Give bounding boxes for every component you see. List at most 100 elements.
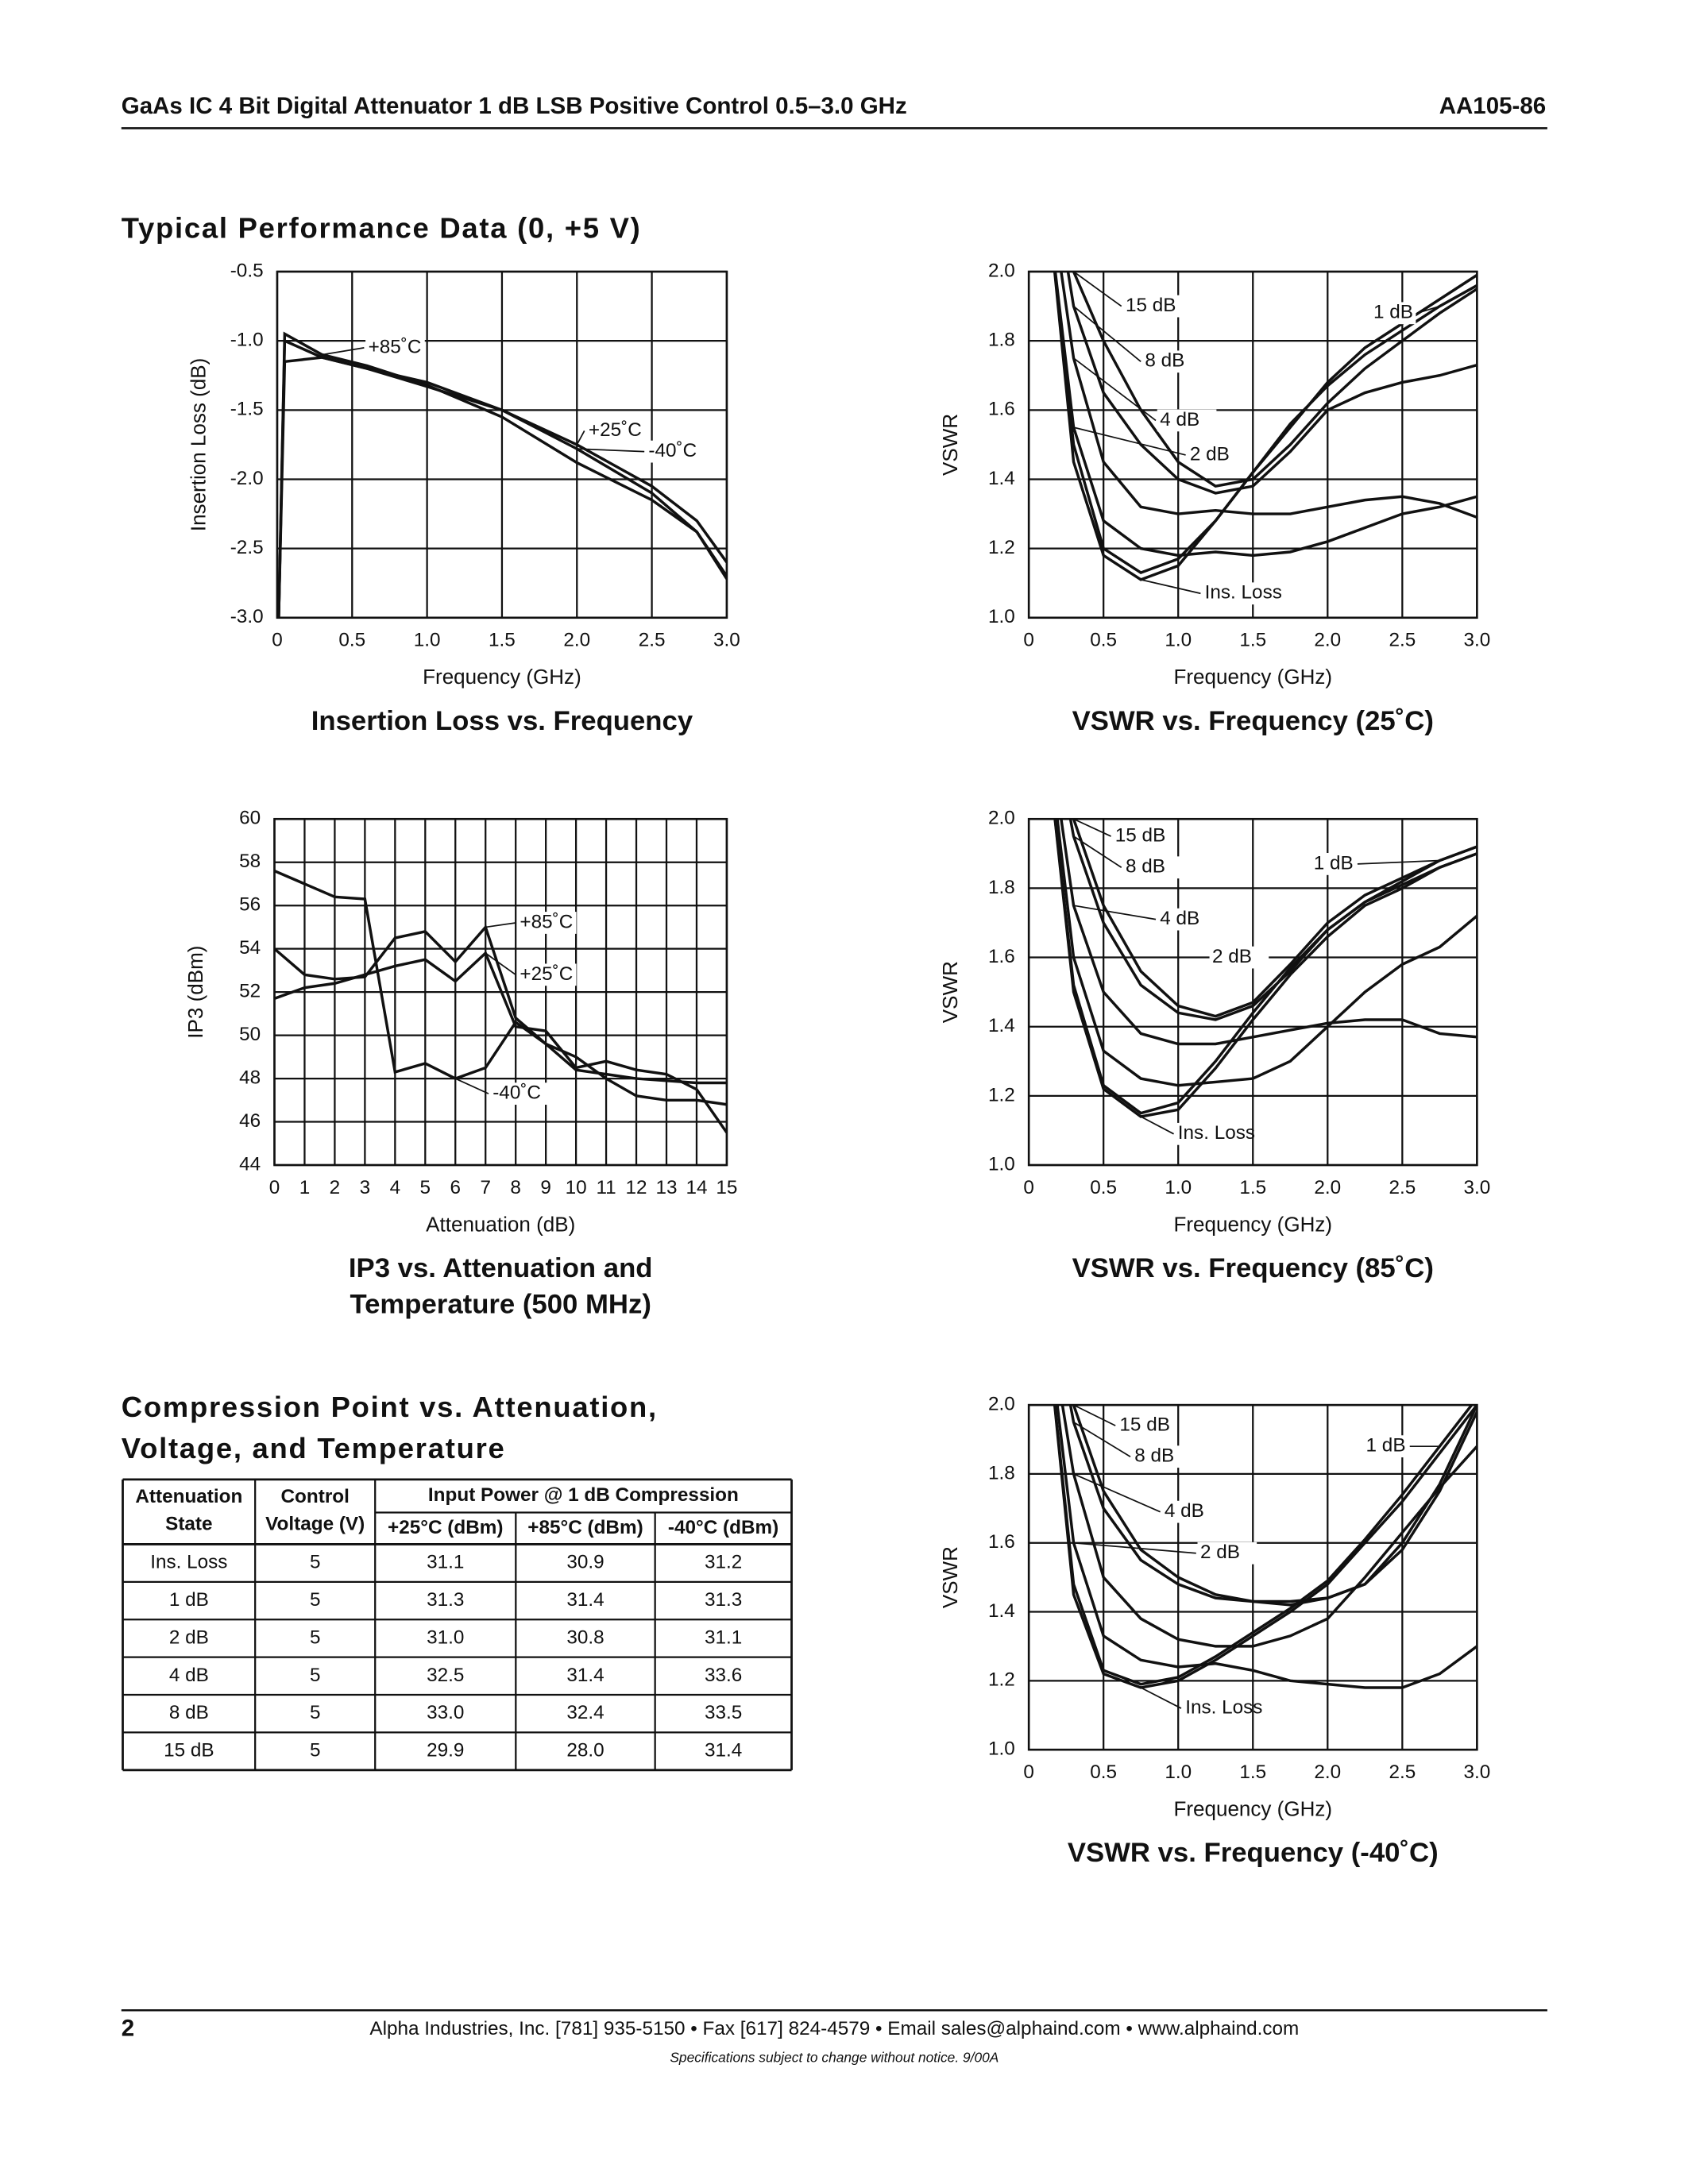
x-tick-label: 13: [655, 1177, 677, 1198]
x-axis-label: Frequency (GHz): [1173, 1796, 1332, 1820]
leader-line: [1073, 1422, 1131, 1457]
x-tick-label: 2: [330, 1177, 341, 1198]
y-tick-label: 1.8: [988, 1462, 1015, 1484]
label-bg: [1349, 1435, 1409, 1458]
series-line: [1072, 272, 1477, 488]
x-tick-label: 14: [686, 1177, 707, 1198]
y-tick-label: 1.2: [988, 1084, 1015, 1106]
y-tick-label: 46: [239, 1110, 261, 1132]
x-tick-label: 1.5: [1239, 1177, 1266, 1198]
column-header: +85°C (dBm): [527, 1517, 643, 1538]
series-label: Ins. Loss: [1178, 1122, 1255, 1144]
series-label: +85˚C: [369, 336, 422, 357]
plot-frame: [1027, 817, 1478, 1167]
leader-line: [1357, 859, 1440, 865]
note: Specifications subject to change without…: [670, 2050, 999, 2066]
y-tick-label: 1.2: [988, 537, 1015, 558]
x-tick-label: 6: [450, 1177, 462, 1198]
table-cell: 33.6: [705, 1665, 742, 1686]
x-tick-label: 1.5: [489, 630, 516, 651]
y-tick-label: 1.4: [988, 1600, 1015, 1622]
table-cell: 2 dB: [169, 1626, 209, 1648]
y-tick-label: 58: [239, 851, 261, 872]
x-tick-label: 2.5: [1389, 630, 1416, 651]
y-axis-label: Insertion Loss (dB): [187, 358, 211, 531]
x-tick-label: 0.5: [1090, 1177, 1117, 1198]
label-bg: [1356, 302, 1416, 325]
y-tick-label: 1.0: [988, 1153, 1015, 1175]
y-tick-label: 1.8: [988, 330, 1015, 351]
x-tick-label: 2.5: [1389, 1177, 1416, 1198]
table-cell: 29.9: [427, 1740, 464, 1761]
plot-frame: [1027, 1403, 1478, 1751]
y-tick-label: 54: [239, 937, 261, 959]
table-cell: 33.5: [705, 1702, 742, 1723]
label-bg: [1187, 444, 1247, 466]
x-tick-label: 0.5: [1090, 1761, 1117, 1783]
y-tick-label: 1.4: [988, 468, 1015, 489]
series-line: [1053, 1405, 1477, 1689]
table-cell: 5: [310, 1552, 321, 1573]
table-cell: 30.9: [566, 1552, 604, 1573]
page-number: 2: [122, 2015, 134, 2041]
leader-line: [1073, 835, 1122, 868]
y-tick-label: -3.0: [230, 606, 264, 627]
series-line: [277, 331, 727, 618]
series-label: 15 dB: [1126, 295, 1176, 316]
x-axis-label: Frequency (GHz): [1173, 1212, 1332, 1236]
label-bg: [1157, 908, 1217, 931]
x-tick-label: 3.0: [1463, 1761, 1490, 1783]
table-cell: 28.0: [566, 1740, 604, 1761]
table-cell: 5: [310, 1702, 321, 1723]
y-tick-label: 2.0: [988, 808, 1015, 829]
column-header: Control: [281, 1486, 350, 1507]
leader-line: [1073, 1542, 1196, 1554]
y-axis-label: VSWR: [938, 1546, 962, 1608]
label-bg: [489, 1082, 550, 1106]
series-label: 1 dB: [1366, 1435, 1406, 1457]
label-bg: [1116, 1414, 1176, 1437]
x-tick-label: 0: [1023, 1761, 1034, 1783]
table-cell: 15 dB: [164, 1740, 214, 1761]
table-cell: 1 dB: [169, 1589, 209, 1611]
chart-title: VSWR vs. Frequency (25˚C): [1072, 706, 1434, 736]
leader-line: [1140, 1687, 1182, 1709]
series-label: 4 dB: [1160, 908, 1199, 929]
contact: Alpha Industries, Inc. [781] 935-5150 • …: [369, 2018, 1299, 2039]
x-tick-label: 0: [269, 1177, 280, 1198]
series-label: 8 dB: [1126, 856, 1165, 878]
series-label: 2 dB: [1200, 1542, 1240, 1563]
leader-line: [1416, 305, 1440, 314]
x-tick-label: 1.0: [1165, 630, 1192, 651]
label-bg: [1209, 946, 1269, 969]
part-number: AA105-86: [1439, 93, 1546, 119]
y-tick-label: 1.6: [988, 1531, 1015, 1553]
y-tick-label: -1.0: [230, 330, 264, 351]
y-tick-label: -0.5: [230, 260, 264, 281]
table-cell: Ins. Loss: [150, 1552, 227, 1573]
label-bg: [585, 419, 646, 442]
x-tick-label: 8: [510, 1177, 521, 1198]
label-bg: [1122, 295, 1183, 318]
y-axis-label: VSWR: [938, 414, 962, 476]
y-tick-label: 56: [239, 894, 261, 916]
table-cell: 31.2: [705, 1552, 742, 1573]
x-tick-label: 9: [540, 1177, 551, 1198]
x-tick-label: 3.0: [1463, 630, 1490, 651]
label-bg: [516, 963, 577, 986]
label-bg: [365, 336, 425, 359]
series-line: [1056, 1405, 1477, 1689]
leader-line: [1073, 426, 1186, 456]
series-line: [1053, 272, 1477, 575]
y-axis-label: IP3 (dBm): [183, 946, 207, 1039]
x-tick-label: 15: [716, 1177, 737, 1198]
x-axis-label: Frequency (GHz): [1173, 665, 1332, 689]
x-tick-label: 3: [360, 1177, 371, 1198]
series-line: [277, 338, 727, 618]
y-tick-label: 1.6: [988, 399, 1015, 420]
label-bg: [1122, 856, 1183, 879]
series-label: -40˚C: [492, 1082, 541, 1104]
section-title: Typical Performance Data (0, +5 V): [122, 212, 642, 245]
leader-line: [1073, 1404, 1116, 1426]
